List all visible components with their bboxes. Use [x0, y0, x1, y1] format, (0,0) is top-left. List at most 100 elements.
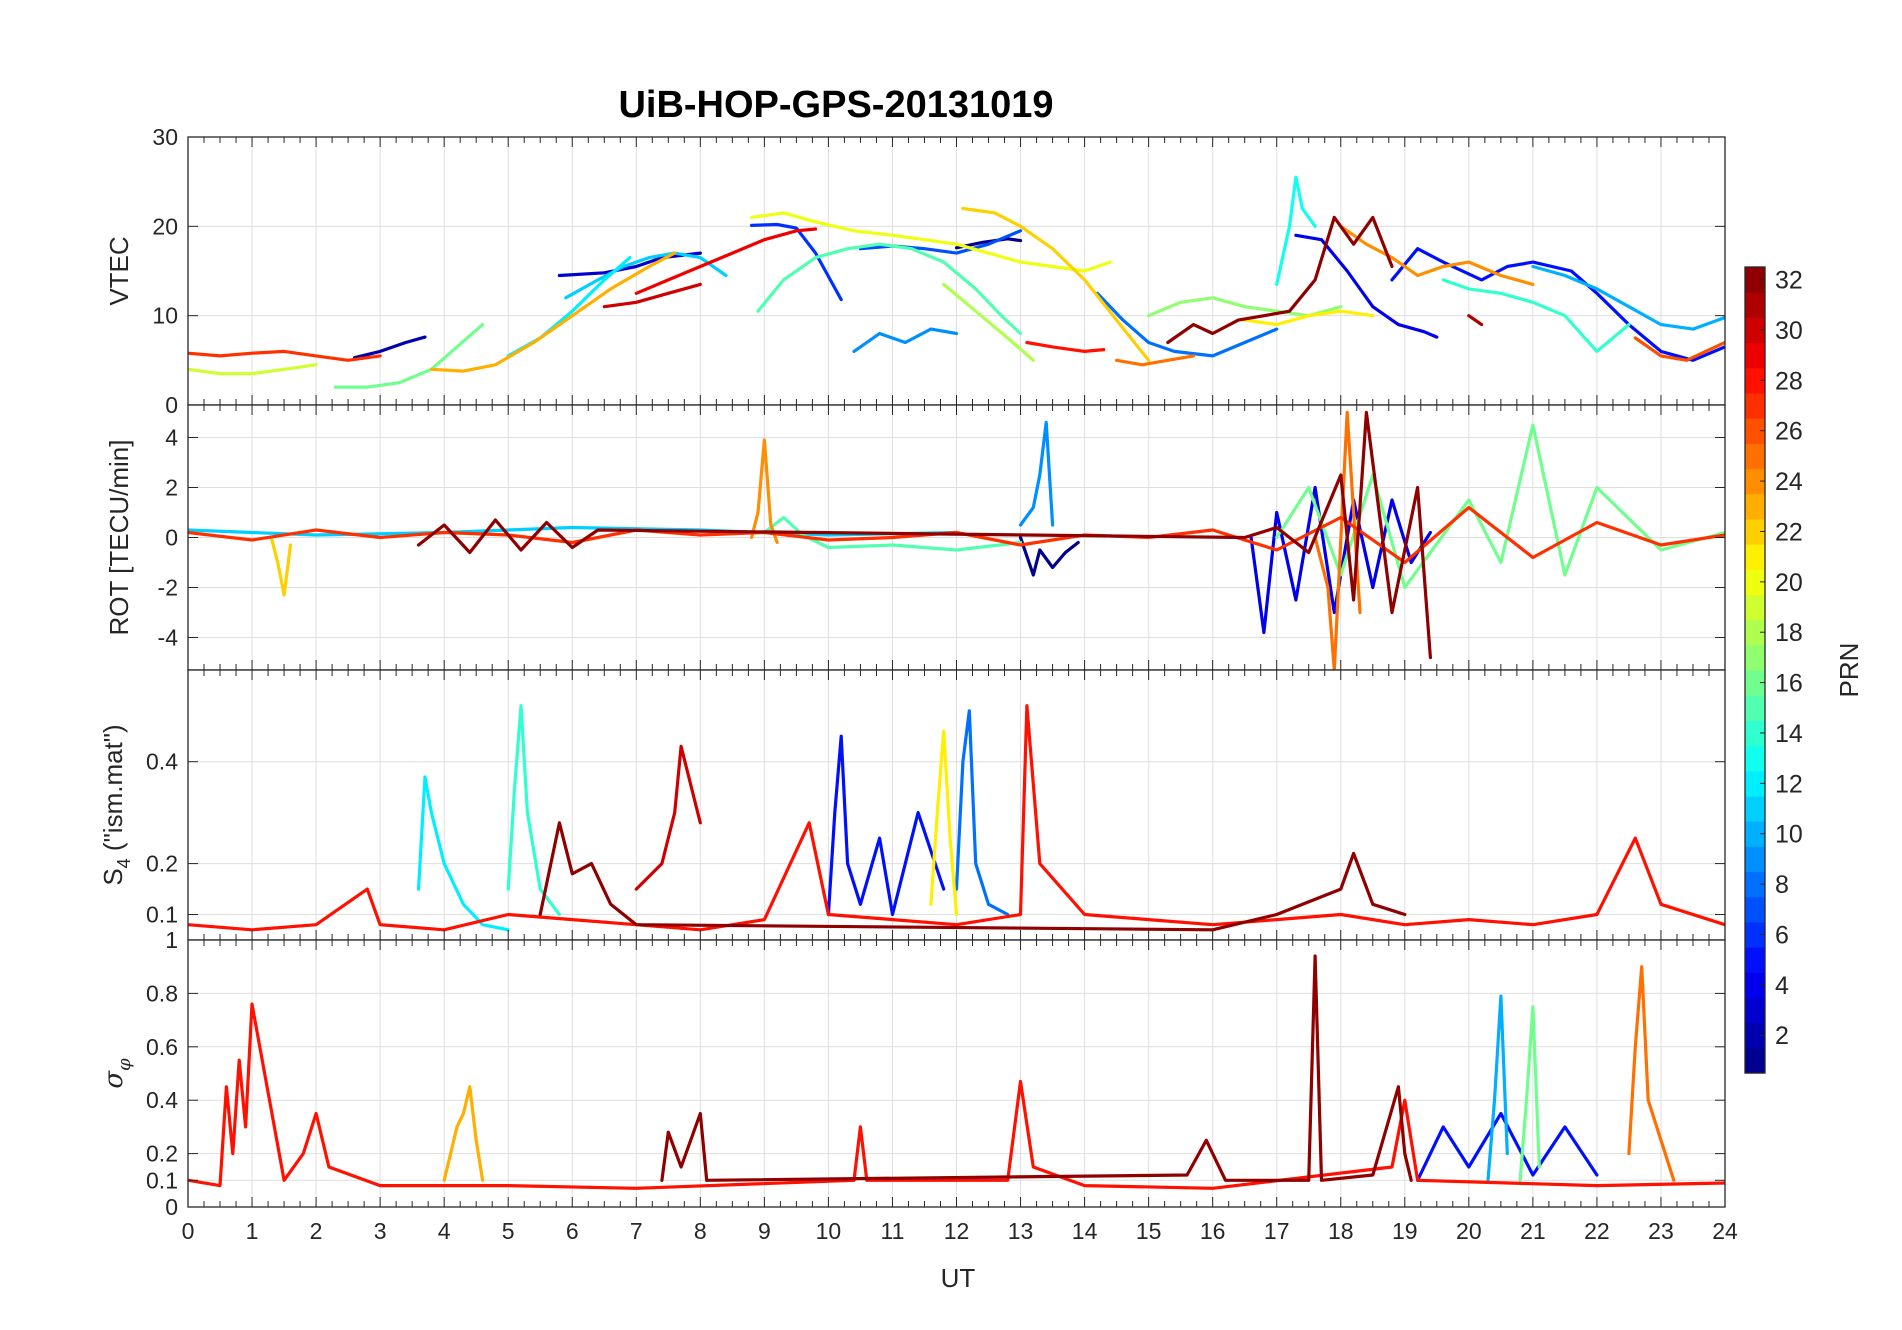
- x-axis-label: UT: [941, 1263, 976, 1293]
- colorbar-label: PRN: [1834, 643, 1864, 698]
- colorbar-swatch: [1745, 821, 1765, 847]
- series-s4-prn-30: [634, 744, 702, 891]
- x-tick-label: 11: [881, 1218, 905, 1244]
- colorbar-swatch: [1745, 392, 1765, 419]
- series-vtec-prn-24: [1339, 224, 1535, 286]
- series-rot-prn-27: [188, 505, 1725, 565]
- series-s4-prn-12: [416, 775, 510, 932]
- y-tick-label-rot: 0: [165, 525, 178, 551]
- y-tick-label-rot: -4: [158, 625, 179, 651]
- colorbar-swatch: [1745, 342, 1765, 369]
- series-s4-prn-28: [188, 704, 1725, 932]
- x-tick-label: 23: [1648, 1218, 1674, 1244]
- series-vtec-prn-8: [1095, 291, 1279, 358]
- series-vtec-prn-19: [188, 363, 318, 376]
- colorbar-tick-label: 16: [1775, 670, 1803, 698]
- y-tick-label-vtec: 0: [165, 392, 178, 418]
- series-group-vtec: [188, 175, 1725, 389]
- colorbar-swatch: [1745, 997, 1765, 1024]
- y-axis-label-s4: S4 ("ism.mat"): [98, 724, 134, 885]
- series-rot-prn-16: [1275, 423, 1725, 590]
- colorbar-swatch: [1745, 544, 1765, 570]
- series-group-rot: [188, 410, 1725, 670]
- y-tick-label-sigma_phi: 0.6: [146, 1034, 178, 1060]
- series-rot-prn-15: [762, 515, 1023, 552]
- colorbar-swatch: [1745, 745, 1765, 772]
- x-tick-label: 15: [1136, 1218, 1162, 1244]
- series-rot-prn-11: [188, 525, 959, 537]
- colorbar-swatch: [1745, 921, 1765, 948]
- colorbar-swatch: [1745, 569, 1765, 596]
- x-tick-label: 21: [1520, 1218, 1546, 1244]
- x-tick-label: 14: [1072, 1218, 1098, 1244]
- colorbar-swatch: [1745, 468, 1765, 495]
- x-tick-label: 12: [944, 1218, 970, 1244]
- y-axis-label-sigma_phi: σφ: [99, 1058, 135, 1089]
- series-vtec-prn-2: [352, 335, 427, 360]
- colorbar-swatch: [1745, 720, 1765, 747]
- y-tick-label-vtec: 20: [152, 213, 178, 239]
- series-vtec-prn-31: [1467, 314, 1484, 327]
- x-tick-label: 22: [1584, 1218, 1610, 1244]
- series-vtec-prn-15: [756, 242, 1023, 336]
- colorbar-swatch: [1745, 1022, 1765, 1049]
- x-tick-label: 4: [438, 1218, 451, 1244]
- colorbar-swatch: [1745, 443, 1765, 470]
- series-vtec-prn-23: [429, 251, 677, 373]
- series-sigma_phi-prn-16: [1518, 1005, 1541, 1182]
- colorbar-swatch: [1745, 518, 1765, 545]
- colorbar-swatch: [1745, 418, 1765, 444]
- y-axis-label-vtec: VTEC: [104, 236, 134, 305]
- colorbar-tick-label: 24: [1775, 468, 1803, 496]
- colorbar-tick-label: 14: [1775, 720, 1803, 748]
- series-sigma_phi-prn-32: [660, 954, 1413, 1182]
- y-tick-label-rot: 2: [165, 475, 178, 501]
- y-tick-label-vtec: 10: [152, 303, 178, 329]
- series-group-sigma_phi: [188, 954, 1725, 1190]
- series-rot-prn-25: [1313, 410, 1362, 670]
- y-tick-label-s4: 0.4: [146, 749, 178, 775]
- series-s4-prn-5: [826, 734, 946, 917]
- colorbar-swatch: [1745, 947, 1765, 973]
- colorbar-swatch: [1745, 695, 1765, 721]
- colorbar-tick-label: 32: [1775, 267, 1803, 295]
- colorbar-tick-label: 12: [1775, 770, 1803, 798]
- series-vtec-prn-22: [961, 206, 1151, 362]
- series-vtec-prn-29: [634, 227, 818, 295]
- series-sigma_phi-prn-28: [188, 1002, 1725, 1190]
- colorbar-swatch: [1745, 770, 1765, 797]
- colorbar-swatch: [1745, 896, 1765, 923]
- series-rot-prn-4: [1249, 485, 1433, 635]
- series-sigma_phi-prn-25: [1627, 965, 1676, 1182]
- y-tick-label-sigma_phi: 0.4: [146, 1087, 178, 1113]
- x-tick-label: 20: [1456, 1218, 1482, 1244]
- series-s4-prn-8: [954, 709, 1010, 917]
- x-tick-label: 18: [1328, 1218, 1354, 1244]
- figure-title: UiB-HOP-GPS-20131019: [618, 84, 1053, 126]
- colorbar-swatch: [1745, 267, 1765, 293]
- x-tick-label: 7: [630, 1218, 643, 1244]
- colorbar-tick-label: 22: [1775, 518, 1803, 546]
- colorbar-swatch: [1745, 1047, 1765, 1074]
- series-rot-prn-22: [269, 535, 293, 597]
- y-tick-label-s4: 0.1: [146, 902, 178, 928]
- colorbar-swatch: [1745, 846, 1765, 873]
- y-tick-label-sigma_phi: 0: [165, 1194, 178, 1220]
- series-vtec-prn-4: [1294, 233, 1439, 339]
- series-vtec-prn-5: [1390, 247, 1725, 362]
- series-vtec-prn-11: [564, 251, 728, 300]
- colorbar-swatch: [1745, 367, 1765, 394]
- colorbar-swatch: [1745, 594, 1765, 621]
- series-vtec-prn-6: [749, 222, 843, 302]
- colorbar-frame: [1744, 266, 1766, 1074]
- y-tick-label-rot: -2: [158, 575, 178, 601]
- x-tick-label: 8: [694, 1218, 707, 1244]
- x-tick-label: 17: [1264, 1218, 1290, 1244]
- colorbar-tick-label: 30: [1775, 317, 1803, 345]
- x-tick-label: 5: [502, 1218, 515, 1244]
- panel-s4: 0.1 0.2 0.4 S4 ("ism.mat"): [98, 669, 1726, 941]
- colorbar-tick-label: 26: [1775, 418, 1803, 446]
